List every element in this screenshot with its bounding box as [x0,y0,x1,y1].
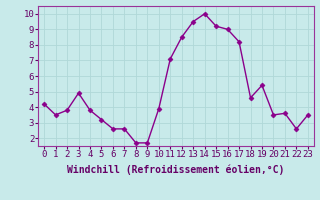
X-axis label: Windchill (Refroidissement éolien,°C): Windchill (Refroidissement éolien,°C) [67,165,285,175]
